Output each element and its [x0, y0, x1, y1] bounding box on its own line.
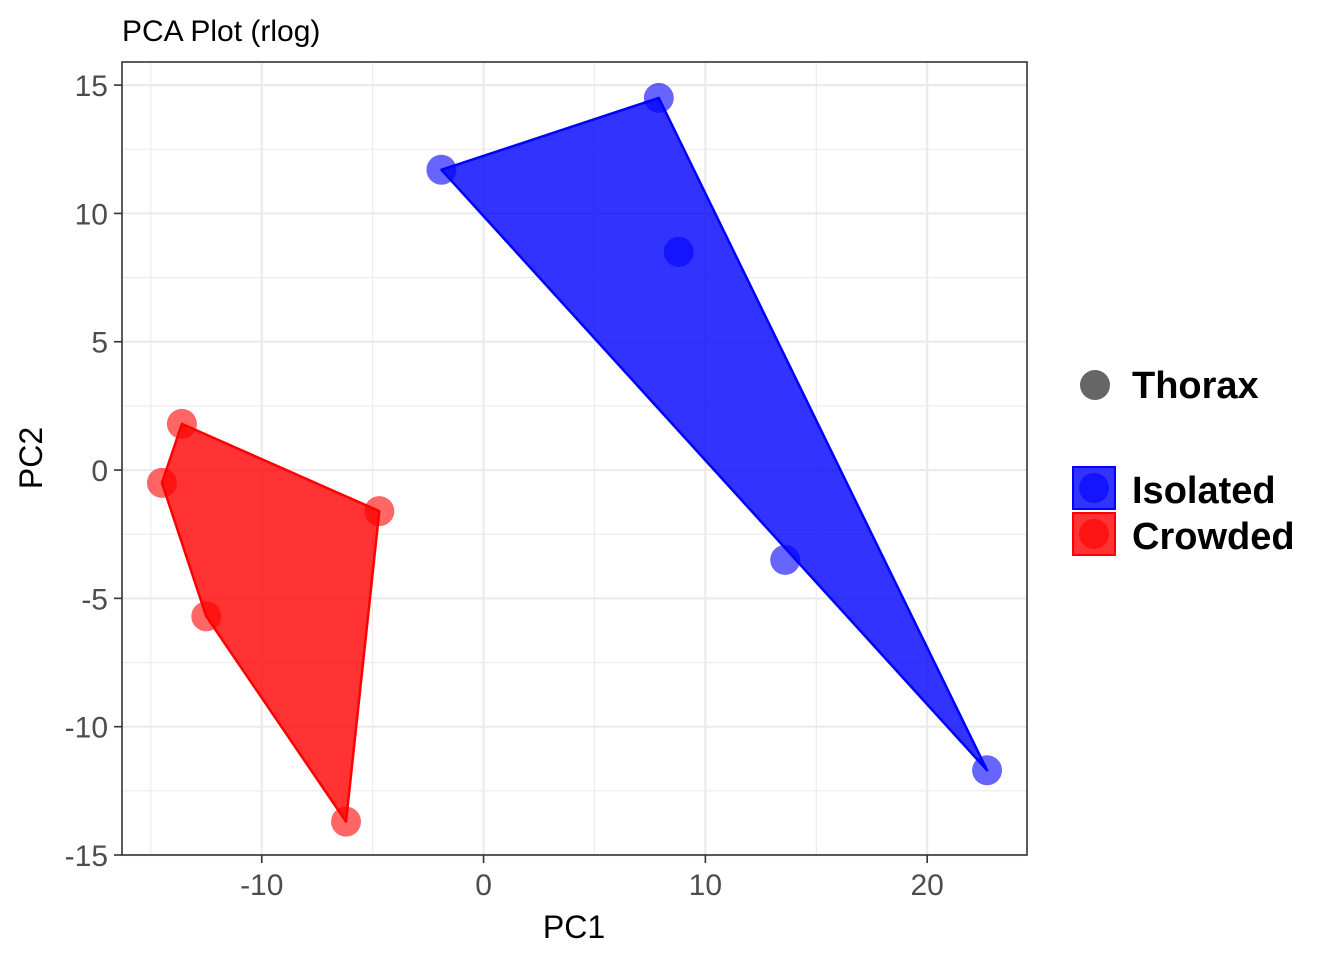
y-tick-label: 15	[75, 70, 108, 103]
legend: Thorax Isolated Crowded	[1072, 365, 1295, 558]
legend-label-isolated: Isolated	[1132, 470, 1276, 512]
y-tick-label: 10	[75, 198, 108, 231]
chart-title: PCA Plot (rlog)	[122, 15, 320, 48]
crowded-data-point	[364, 496, 395, 527]
isolated-data-point	[770, 544, 801, 575]
thorax-shape-legend-icon	[1080, 370, 1110, 400]
hull-polygons	[160, 96, 989, 823]
x-tick-label: -10	[240, 869, 283, 902]
y-axis-title: PC2	[13, 427, 49, 489]
isolated-legend-icon	[1079, 473, 1109, 503]
x-tick-label: 0	[475, 869, 492, 902]
x-axis-title: PC1	[543, 909, 605, 945]
axis-ticks: -10 0 10 20 -15 -10 -5 0 5 10 15	[65, 70, 944, 902]
isolated-data-point	[426, 154, 457, 185]
legend-label-crowded: Crowded	[1132, 516, 1295, 558]
y-tick-label: 5	[91, 327, 108, 360]
plot-border	[121, 61, 1028, 856]
crowded-legend-icon	[1079, 519, 1109, 549]
legend-label-thorax: Thorax	[1132, 365, 1259, 407]
isolated-data-point	[972, 755, 1003, 786]
crowded-data-point	[166, 408, 197, 439]
crowded-data-point	[191, 601, 222, 632]
isolated-hull-polygon	[440, 96, 989, 772]
x-tick-label: 20	[910, 869, 943, 902]
isolated-data-point	[643, 82, 674, 113]
x-tick-label: 10	[689, 869, 722, 902]
isolated-data-point	[663, 236, 694, 267]
crowded-data-point	[331, 806, 362, 837]
crowded-data-point	[146, 467, 177, 498]
data-points	[146, 82, 1003, 837]
y-tick-label: -15	[65, 840, 108, 873]
y-tick-label: -10	[65, 712, 108, 745]
y-tick-label: 0	[91, 455, 108, 488]
y-tick-label: -5	[81, 583, 108, 616]
